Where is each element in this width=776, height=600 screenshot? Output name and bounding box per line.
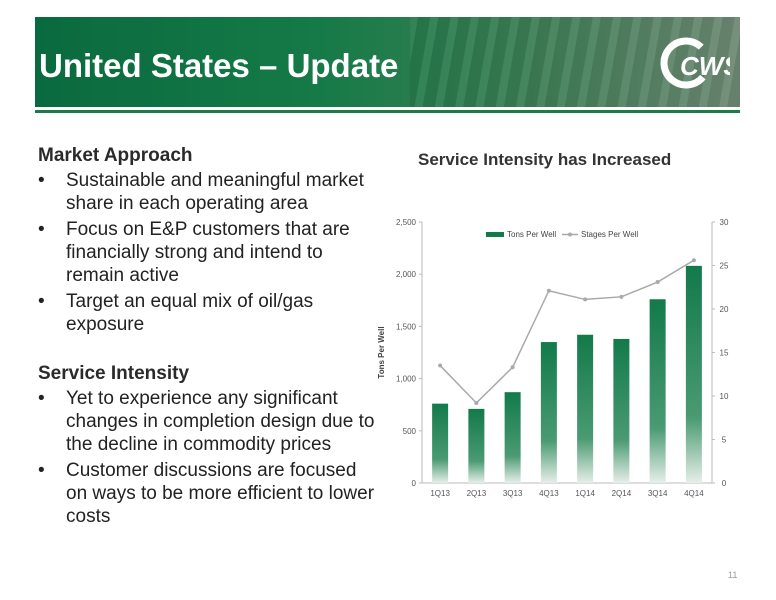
bar-tons-per-well <box>468 408 485 483</box>
y2-tick-label: 20 <box>720 305 729 314</box>
y2-tick-label: 30 <box>720 218 729 227</box>
cws-logo: CWS <box>660 37 730 89</box>
section-market-approach: Market Approach • Sustainable and meaning… <box>38 145 378 336</box>
section-service-intensity: Service Intensity • Yet to experience any… <box>38 363 378 528</box>
point-stages-per-well <box>619 294 624 299</box>
banner-rule <box>35 110 740 113</box>
y-tick-label: 0 <box>412 479 417 488</box>
x-tick-label: 1Q14 <box>575 489 595 498</box>
x-tick-label: 4Q13 <box>539 489 559 498</box>
bar-tons-per-well <box>432 403 449 483</box>
bar-tons-per-well <box>504 392 521 483</box>
y2-tick-label: 5 <box>722 436 727 445</box>
point-stages-per-well <box>510 365 515 370</box>
legend-label-stages: Stages Per Well <box>581 230 638 239</box>
bullet-glyph: • <box>38 219 45 240</box>
y-tick-label: 1,500 <box>396 322 417 331</box>
x-tick-label: 4Q14 <box>684 489 704 498</box>
bullet-item: • Sustainable and meaningful market share… <box>38 169 378 215</box>
point-stages-per-well <box>655 280 660 285</box>
bullet-item: • Target an equal mix of oil/gas exposure <box>38 290 378 336</box>
bullet-item: • Focus on E&P customers that are financi… <box>38 218 378 287</box>
y-tick-label: 1,000 <box>396 375 417 384</box>
y-tick-label: 500 <box>403 427 417 436</box>
point-stages-per-well <box>438 363 443 368</box>
x-tick-label: 3Q14 <box>648 489 668 498</box>
y2-tick-label: 10 <box>720 392 729 401</box>
y2-tick-label: 25 <box>720 262 729 271</box>
bar-tons-per-well <box>649 299 666 483</box>
logo-text: CWS <box>680 51 730 81</box>
x-tick-label: 3Q13 <box>503 489 523 498</box>
point-stages-per-well <box>474 400 479 405</box>
bullet-list: • Yet to experience any significant chang… <box>38 387 378 528</box>
legend-swatch-stages-marker <box>568 232 572 237</box>
bar-tons-per-well <box>613 338 630 483</box>
service-intensity-chart: 0 500 1,000 1,500 2,000 2,500 0 5 10 15 20 25 30 Tons… <box>377 218 729 498</box>
x-tick-label: 1Q13 <box>430 489 450 498</box>
bar-tons-per-well <box>540 342 557 483</box>
bullet-text: Yet to experience any significant change… <box>66 388 375 455</box>
point-stages-per-well <box>583 297 588 302</box>
slide-title: United States – Update <box>39 47 399 84</box>
bullet-text: Focus on E&P customers that are financia… <box>66 219 350 286</box>
bullet-text: Customer discussions are focused on ways… <box>66 460 375 527</box>
bar-tons-per-well <box>685 265 702 483</box>
x-tick-label: 2Q14 <box>612 489 632 498</box>
banner-photo <box>410 17 740 107</box>
point-stages-per-well <box>691 258 696 263</box>
chart-title: Service Intensity has Increased <box>418 150 672 169</box>
bullet-text: Sustainable and meaningful market share … <box>66 170 364 214</box>
y-axis-title: Tons Per Well <box>377 326 386 378</box>
y-tick-label: 2,000 <box>396 270 417 279</box>
bullet-item: • Yet to experience any significant chang… <box>38 387 378 456</box>
bullet-list: • Sustainable and meaningful market share… <box>38 169 378 336</box>
line-stages-per-well <box>439 259 695 405</box>
bullet-glyph: • <box>38 291 45 312</box>
point-stages-per-well <box>546 288 551 293</box>
y-tick-label: 2,500 <box>396 218 417 227</box>
bullet-glyph: • <box>38 170 45 191</box>
y2-tick-label: 0 <box>722 479 727 488</box>
legend-label-tons: Tons Per Well <box>507 230 556 239</box>
section-heading: Market Approach <box>38 145 193 166</box>
page-number: 11 <box>728 570 738 580</box>
bullet-glyph: • <box>38 388 45 409</box>
y2-tick-label: 15 <box>720 349 729 358</box>
section-heading: Service Intensity <box>38 363 190 384</box>
title-banner: United States – Update CWS <box>35 17 740 107</box>
bar-tons-per-well <box>577 334 594 483</box>
left-text-column: Market Approach • Sustainable and meaning… <box>38 145 378 531</box>
bullet-item: • Customer discussions are focused on way… <box>38 459 378 528</box>
bullet-glyph: • <box>38 460 45 481</box>
x-tick-label: 2Q13 <box>467 489 487 498</box>
legend-swatch-tons <box>486 232 504 237</box>
bullet-text: Target an equal mix of oil/gas exposure <box>66 291 314 335</box>
